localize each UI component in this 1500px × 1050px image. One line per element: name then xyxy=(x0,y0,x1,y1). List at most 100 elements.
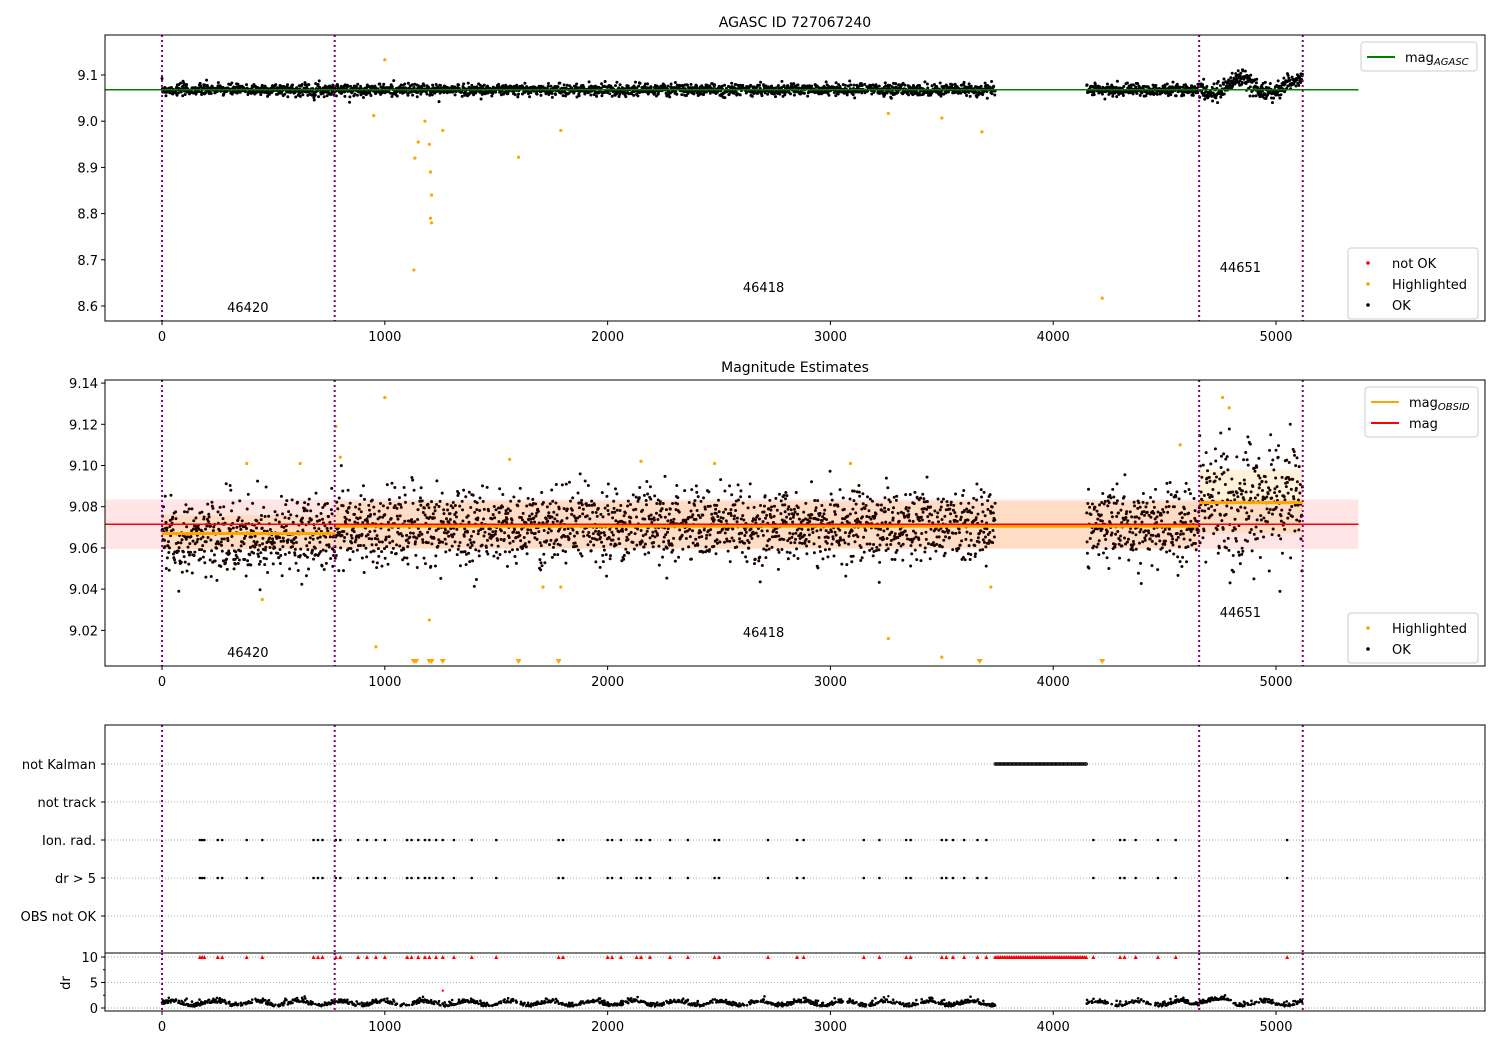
data-point xyxy=(615,80,619,84)
data-point xyxy=(1155,92,1159,96)
data-point xyxy=(534,514,538,518)
data-point xyxy=(228,527,232,531)
data-point xyxy=(254,543,258,547)
data-point xyxy=(666,519,670,523)
data-point xyxy=(359,494,363,498)
data-point xyxy=(227,551,231,555)
data-point xyxy=(471,559,475,563)
data-point xyxy=(618,83,622,87)
data-point xyxy=(174,517,178,521)
data-point xyxy=(387,498,391,502)
data-point xyxy=(823,508,827,512)
data-point xyxy=(337,496,341,500)
data-point xyxy=(594,84,598,88)
data-point xyxy=(383,58,387,62)
data-point xyxy=(233,562,237,566)
data-point xyxy=(704,536,708,540)
data-point xyxy=(287,516,291,520)
data-point xyxy=(754,518,758,522)
data-point xyxy=(861,515,865,519)
data-point xyxy=(684,536,688,540)
data-point xyxy=(886,111,890,115)
data-point xyxy=(354,85,358,89)
data-point xyxy=(617,95,621,99)
data-point xyxy=(482,517,486,521)
data-point xyxy=(475,501,479,505)
data-point xyxy=(494,508,498,512)
data-point xyxy=(274,83,278,87)
data-point xyxy=(419,503,423,507)
x-tick-label: 2000 xyxy=(591,330,624,345)
data-point xyxy=(688,527,692,531)
data-point xyxy=(538,541,542,545)
data-point xyxy=(485,538,489,542)
data-point xyxy=(185,525,189,529)
data-point xyxy=(276,551,280,555)
data-point xyxy=(411,93,415,97)
data-point xyxy=(380,550,384,554)
data-point xyxy=(1294,84,1298,88)
data-point xyxy=(712,518,716,522)
data-point xyxy=(387,535,391,539)
data-point xyxy=(539,93,543,97)
data-point xyxy=(1165,82,1169,86)
data-point xyxy=(423,119,427,123)
data-point xyxy=(349,533,353,537)
data-point xyxy=(788,531,792,535)
data-point xyxy=(1286,74,1290,78)
data-point xyxy=(294,561,298,565)
legend-marker xyxy=(1366,261,1370,265)
data-point xyxy=(484,546,488,550)
data-point xyxy=(329,508,333,512)
data-point xyxy=(366,533,370,537)
data-point xyxy=(266,570,270,574)
data-point xyxy=(282,525,286,529)
data-point xyxy=(698,92,702,96)
data-point xyxy=(738,93,742,97)
data-point xyxy=(736,483,740,487)
data-point xyxy=(701,550,705,554)
data-point xyxy=(788,92,792,96)
data-point xyxy=(405,556,409,560)
data-point xyxy=(413,156,417,160)
legend-label: OK xyxy=(1392,299,1411,314)
data-point xyxy=(595,94,599,98)
data-point xyxy=(430,93,434,97)
data-point xyxy=(399,505,403,509)
data-point xyxy=(510,518,514,522)
data-point xyxy=(1091,85,1095,89)
data-point xyxy=(818,549,822,553)
data-point xyxy=(1171,80,1175,84)
data-point xyxy=(472,584,476,588)
data-point xyxy=(539,544,543,548)
data-point xyxy=(505,517,509,521)
data-point xyxy=(304,537,308,541)
data-point xyxy=(393,486,397,490)
data-point xyxy=(858,520,862,524)
data-point xyxy=(475,508,479,512)
data-point xyxy=(453,504,457,508)
data-point xyxy=(857,484,861,488)
data-point xyxy=(611,533,615,537)
data-point xyxy=(612,506,616,510)
data-point xyxy=(868,548,872,552)
data-point xyxy=(410,83,414,87)
data-point xyxy=(600,82,604,86)
data-point xyxy=(425,92,429,96)
data-point xyxy=(580,554,584,558)
data-point xyxy=(747,546,751,550)
data-point xyxy=(202,549,206,553)
data-point xyxy=(577,506,581,510)
data-point xyxy=(430,542,434,546)
data-point xyxy=(346,488,350,492)
data-point xyxy=(208,558,212,562)
data-point xyxy=(867,509,871,513)
data-point xyxy=(293,553,297,557)
data-point xyxy=(258,543,262,547)
data-point xyxy=(164,566,168,570)
data-point xyxy=(739,489,743,493)
data-point xyxy=(741,83,745,87)
data-point xyxy=(744,555,748,559)
data-point xyxy=(816,499,820,503)
data-point xyxy=(477,554,481,558)
